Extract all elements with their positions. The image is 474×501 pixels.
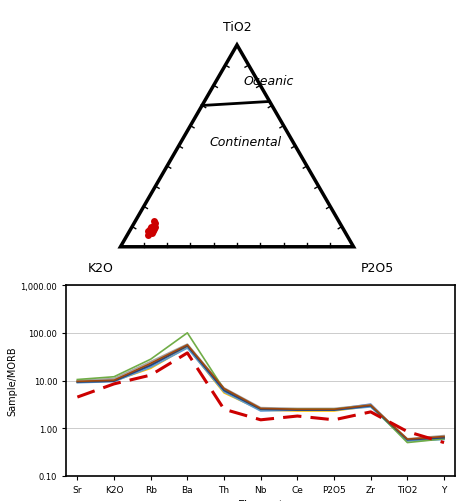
Text: Oceanic: Oceanic: [243, 75, 294, 87]
Text: P2O5: P2O5: [361, 261, 394, 274]
X-axis label: Element: Element: [237, 499, 284, 501]
Text: K2O: K2O: [88, 261, 113, 274]
Text: TiO2: TiO2: [223, 21, 251, 34]
Text: Continental: Continental: [210, 136, 282, 149]
Y-axis label: Sample/MORB: Sample/MORB: [8, 346, 18, 415]
